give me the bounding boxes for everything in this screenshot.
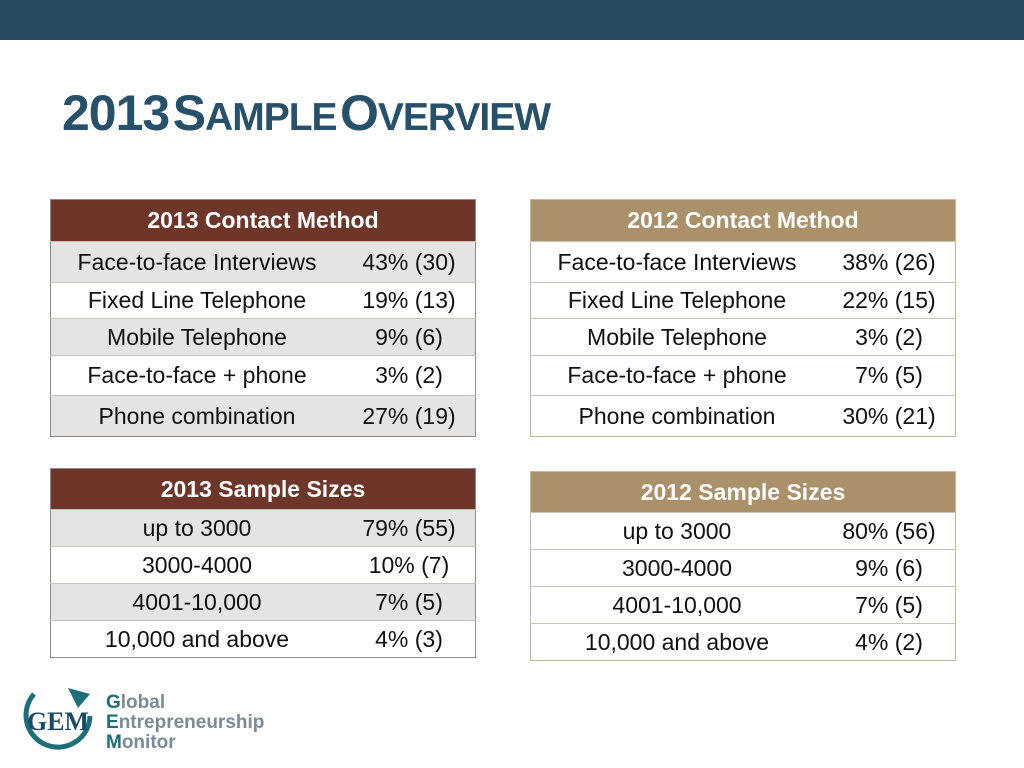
row-value: 27% (19) xyxy=(343,395,476,437)
sample-sizes-2013-table: 2013 Sample Sizes up to 3000 79% (55) 30… xyxy=(50,468,476,658)
row-label: up to 3000 xyxy=(530,512,823,550)
row-label: Face-to-face Interviews xyxy=(530,241,823,283)
row-value: 22% (15) xyxy=(823,282,956,319)
table-header: 2013 Contact Method xyxy=(50,199,476,242)
row-value: 79% (55) xyxy=(343,509,476,547)
gem-mark-text: GEM xyxy=(27,707,89,736)
row-label: 10,000 and above xyxy=(50,620,343,658)
row-label: Face-to-face + phone xyxy=(50,355,343,396)
row-label: Fixed Line Telephone xyxy=(530,282,823,319)
row-value: 19% (13) xyxy=(343,282,476,319)
row-value: 9% (6) xyxy=(823,549,956,587)
table-header: 2013 Sample Sizes xyxy=(50,468,476,510)
row-value: 7% (5) xyxy=(343,583,476,621)
table-row: Phone combination 30% (21) xyxy=(530,395,956,437)
logo-line-global: Global xyxy=(106,692,166,713)
row-label: 4001-10,000 xyxy=(50,583,343,621)
table-row: Fixed Line Telephone 22% (15) xyxy=(530,282,956,319)
table-row: 10,000 and above 4% (3) xyxy=(50,620,476,658)
row-label: 4001-10,000 xyxy=(530,586,823,624)
row-label: up to 3000 xyxy=(50,509,343,547)
table-row: 4001-10,000 7% (5) xyxy=(50,583,476,621)
gem-logo: GEM Global Entrepreneurship Monitor xyxy=(12,686,282,762)
table-row: Mobile Telephone 9% (6) xyxy=(50,318,476,356)
row-value: 10% (7) xyxy=(343,546,476,584)
row-label: 3000-4000 xyxy=(50,546,343,584)
table-row: Mobile Telephone 3% (2) xyxy=(530,318,956,356)
gem-logo-mark: GEM xyxy=(23,688,93,750)
table-header: 2012 Contact Method xyxy=(530,199,956,242)
row-label: Face-to-face + phone xyxy=(530,355,823,396)
row-label: 10,000 and above xyxy=(530,623,823,661)
row-label: Mobile Telephone xyxy=(50,318,343,356)
logo-wordmark: Global Entrepreneurship Monitor xyxy=(106,693,264,753)
row-label: Mobile Telephone xyxy=(530,318,823,356)
row-value: 7% (5) xyxy=(823,586,956,624)
row-value: 3% (2) xyxy=(343,355,476,396)
table-row: Face-to-face + phone 3% (2) xyxy=(50,355,476,396)
row-value: 80% (56) xyxy=(823,512,956,550)
row-value: 43% (30) xyxy=(343,241,476,283)
table-row: up to 3000 79% (55) xyxy=(50,509,476,547)
row-value: 3% (2) xyxy=(823,318,956,356)
row-value: 4% (3) xyxy=(343,620,476,658)
row-value: 30% (21) xyxy=(823,395,956,437)
logo-line-entrepreneurship: Entrepreneurship xyxy=(106,712,265,733)
table-row: Phone combination 27% (19) xyxy=(50,395,476,437)
contact-method-2013-table: 2013 Contact Method Face-to-face Intervi… xyxy=(50,199,476,437)
table-row: Fixed Line Telephone 19% (13) xyxy=(50,282,476,319)
row-label: Face-to-face Interviews xyxy=(50,241,343,283)
row-value: 7% (5) xyxy=(823,355,956,396)
table-row: 3000-4000 9% (6) xyxy=(530,549,956,587)
header-bar xyxy=(0,0,1024,40)
table-row: 10,000 and above 4% (2) xyxy=(530,623,956,661)
page-title: 2013 SAMPLE OVERVIEW xyxy=(62,85,551,141)
table-row: 3000-4000 10% (7) xyxy=(50,546,476,584)
contact-method-2012-table: 2012 Contact Method Face-to-face Intervi… xyxy=(530,199,956,437)
table-row: 4001-10,000 7% (5) xyxy=(530,586,956,624)
row-label: 3000-4000 xyxy=(530,549,823,587)
sample-sizes-2012-table: 2012 Sample Sizes up to 3000 80% (56) 30… xyxy=(530,471,956,661)
table-header: 2012 Sample Sizes xyxy=(530,471,956,513)
row-value: 9% (6) xyxy=(343,318,476,356)
table-row: Face-to-face Interviews 38% (26) xyxy=(530,241,956,283)
row-label: Fixed Line Telephone xyxy=(50,282,343,319)
row-value: 38% (26) xyxy=(823,241,956,283)
row-label: Phone combination xyxy=(530,395,823,437)
table-row: Face-to-face Interviews 43% (30) xyxy=(50,241,476,283)
row-value: 4% (2) xyxy=(823,623,956,661)
table-row: Face-to-face + phone 7% (5) xyxy=(530,355,956,396)
row-label: Phone combination xyxy=(50,395,343,437)
logo-line-monitor: Monitor xyxy=(106,732,176,753)
table-row: up to 3000 80% (56) xyxy=(530,512,956,550)
